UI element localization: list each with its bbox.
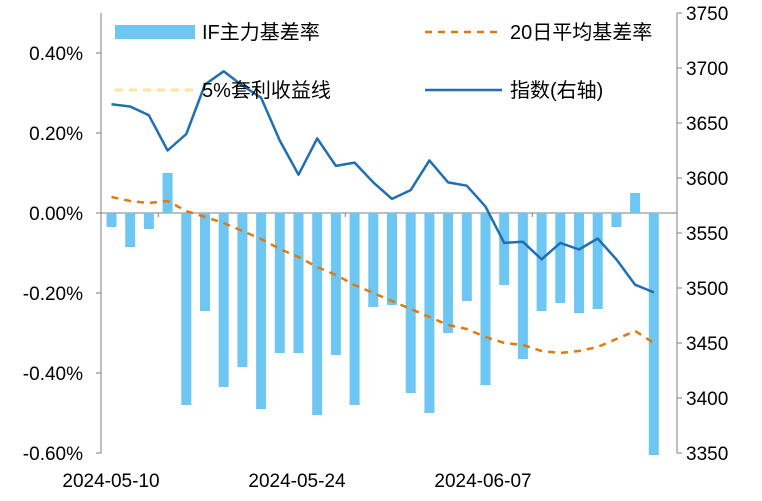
right-tick-label: 3600 (686, 169, 728, 190)
basis-bar (274, 213, 285, 353)
basis-bar (461, 213, 472, 301)
basis-bar (648, 213, 659, 455)
basis-bar (443, 213, 454, 333)
right-tick-label: 3450 (686, 334, 728, 355)
right-tick-label: 3750 (686, 4, 728, 25)
legend-swatch-bar (115, 25, 195, 39)
basis-bar (293, 213, 304, 353)
basis-bar (405, 213, 416, 393)
basis-bar (630, 193, 641, 213)
left-tick-label: -0.20% (23, 284, 83, 305)
basis-bar (387, 213, 397, 305)
bars-layer (106, 173, 659, 455)
basis-bar (611, 213, 622, 227)
basis-bar (125, 213, 136, 247)
basis-bar (368, 213, 379, 307)
basis-bar (424, 213, 435, 413)
left-tick-label: 0.40% (29, 44, 83, 65)
basis-bar (536, 213, 547, 311)
x-tick-label: 2024-06-07 (434, 471, 531, 492)
basis-bar (517, 213, 528, 359)
x-tick-label: 2024-05-10 (62, 471, 159, 492)
basis-bar (349, 213, 360, 405)
right-tick-label: 3500 (686, 279, 728, 300)
basis-bar (312, 213, 323, 415)
legend: IF主力基差率 20日平均基差率 5%套利收益线 指数(右轴) (115, 21, 652, 102)
x-tick-label: 2024-05-24 (248, 471, 346, 492)
basis-bar (200, 213, 210, 311)
basis-bar (592, 213, 603, 309)
basis-bar (218, 213, 229, 387)
right-tick-label: 3400 (686, 389, 728, 410)
basis-bar (330, 213, 341, 355)
ma20-line (111, 195, 655, 355)
basis-bar (256, 213, 267, 409)
basis-bar (499, 213, 510, 285)
basis-bar (480, 213, 491, 385)
basis-bar (143, 213, 154, 229)
legend-label-arb: 5%套利收益线 (202, 79, 331, 102)
left-tick-label: 0.00% (29, 204, 83, 225)
basis-bar (237, 213, 248, 367)
legend-label-index: 指数(右轴) (510, 79, 603, 102)
legend-label-ma20: 20日平均基差率 (510, 21, 652, 44)
index-line (111, 70, 655, 294)
basis-bar (555, 213, 566, 303)
right-tick-label: 3350 (686, 444, 728, 465)
left-tick-label: -0.40% (23, 364, 83, 385)
right-tick-label: 3700 (686, 59, 728, 80)
tick-labels-layer: -0.60% -0.40% -0.20% 0.00% 0.20% 0.40% 3350 340… (23, 4, 728, 492)
left-tick-label: 0.20% (29, 124, 83, 145)
basis-bar (106, 213, 117, 227)
legend-label-bar: IF主力基差率 (202, 21, 320, 44)
basis-bar (162, 173, 173, 213)
basis-bar (574, 213, 584, 313)
right-tick-label: 3650 (686, 114, 728, 135)
lines-layer (111, 70, 655, 355)
right-tick-label: 3550 (686, 224, 728, 245)
left-tick-label: -0.60% (23, 444, 83, 465)
basis-bar (181, 213, 192, 405)
